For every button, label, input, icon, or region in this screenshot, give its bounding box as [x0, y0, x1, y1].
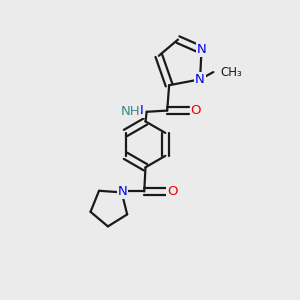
Text: CH₃: CH₃ [221, 66, 242, 79]
Text: N: N [118, 185, 128, 198]
Text: NH: NH [121, 105, 140, 118]
Text: H: H [135, 104, 144, 117]
Text: O: O [190, 104, 201, 117]
Text: O: O [167, 185, 178, 198]
Text: N: N [134, 104, 144, 117]
Text: N: N [195, 73, 205, 86]
Text: N: N [197, 44, 206, 56]
